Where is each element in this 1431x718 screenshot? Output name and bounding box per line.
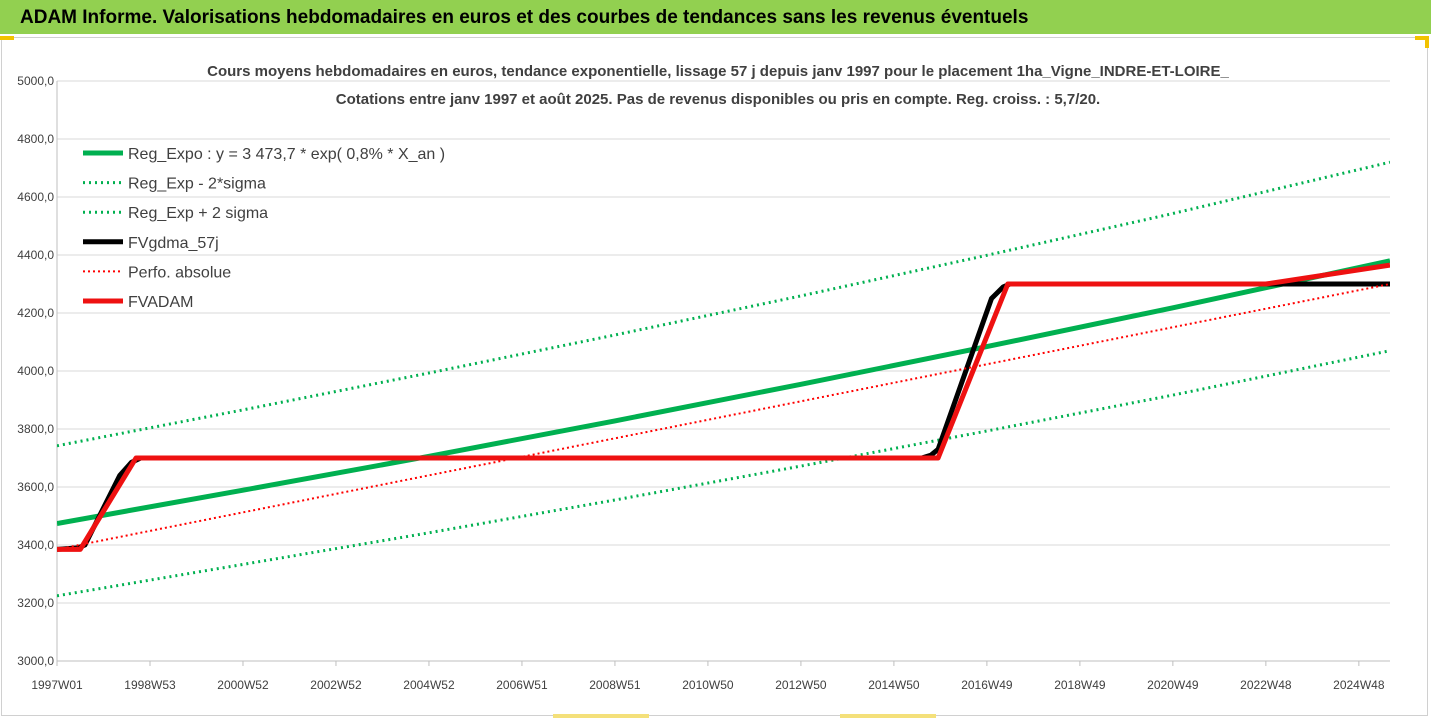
legend-label: Reg_Exp - 2*sigma <box>128 176 266 193</box>
report-title: ADAM Informe. Valorisations hebdomadaire… <box>20 7 1029 28</box>
x-tick-label: 2008W51 <box>589 678 641 692</box>
x-tick-label: 2004W52 <box>403 678 455 692</box>
legend-label: Perfo. absolue <box>128 264 231 281</box>
frame-corner-marker <box>553 714 649 718</box>
x-tick-label: 2006W51 <box>496 678 548 692</box>
x-tick-label: 2010W50 <box>682 678 734 692</box>
series-line <box>57 349 1390 598</box>
y-tick-label: 3800,0 <box>17 422 54 436</box>
x-tick-label: 2022W48 <box>1240 678 1292 692</box>
y-tick-label: 3200,0 <box>17 596 54 610</box>
x-tick-label: 2020W49 <box>1147 678 1199 692</box>
series-lines <box>57 160 1390 598</box>
legend-label: Reg_Expo : y = 3 473,7 * exp( 0,8% * X_a… <box>128 146 445 163</box>
gridlines <box>57 80 1390 662</box>
x-tick-label: 2014W50 <box>868 678 920 692</box>
x-tick-label: 1997W01 <box>31 678 83 692</box>
series-line <box>57 262 1390 552</box>
y-tick-label: 3600,0 <box>17 480 54 494</box>
x-tick-label: 1998W53 <box>124 678 176 692</box>
frame-corner-marker <box>1425 36 1429 48</box>
x-tick-label: 2018W49 <box>1054 678 1106 692</box>
y-tick-label: 4400,0 <box>17 248 54 262</box>
chart-frame <box>1 37 1428 716</box>
x-tick-label: 2012W50 <box>775 678 827 692</box>
y-tick-label: 4200,0 <box>17 306 54 320</box>
y-tick-label: 3400,0 <box>17 538 54 552</box>
frame-corner-marker <box>1415 36 1429 40</box>
x-tick-label: 2002W52 <box>310 678 362 692</box>
y-tick-label: 4000,0 <box>17 364 54 378</box>
x-tick-label: 2024W48 <box>1333 678 1385 692</box>
legend-label: Reg_Exp + 2 sigma <box>128 205 268 222</box>
legend-label: FVgdma_57j <box>128 235 219 252</box>
legend-label: FVADAM <box>128 294 193 311</box>
series-line <box>57 283 1390 551</box>
x-tick-label: 2016W49 <box>961 678 1013 692</box>
legend: Reg_Expo : y = 3 473,7 * exp( 0,8% * X_a… <box>83 146 445 311</box>
x-axis: 1997W01 1998W53 2000W52 2002W52 2004W52 2006W… <box>31 660 1390 692</box>
chart-subtitle: Cotations entre janv 1997 et août 2025. … <box>336 91 1100 108</box>
frame-corner-marker <box>840 714 936 718</box>
y-axis: 3000,0 3200,0 3400,0 3600,0 3800,0 4000,0 4200… <box>17 74 58 668</box>
chart-title: Cours moyens hebdomadaires en euros, ten… <box>207 63 1229 80</box>
series-line <box>57 258 1390 526</box>
x-tick-label: 2000W52 <box>217 678 269 692</box>
y-tick-label: 4600,0 <box>17 190 54 204</box>
frame-corner-marker <box>0 36 14 40</box>
y-tick-label: 5000,0 <box>17 74 54 88</box>
report-banner: ADAM Informe. Valorisations hebdomadaire… <box>0 0 1431 36</box>
y-tick-label: 4800,0 <box>17 132 54 146</box>
y-tick-label: 3000,0 <box>17 654 54 668</box>
